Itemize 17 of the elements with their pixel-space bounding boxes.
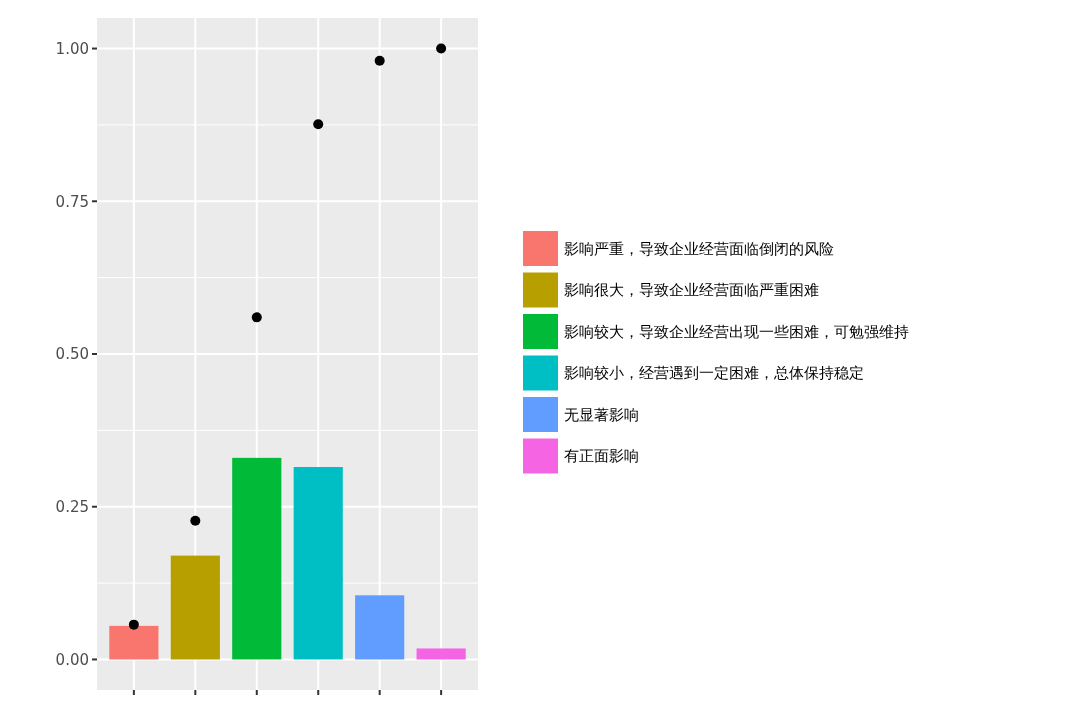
point: [128, 619, 139, 630]
legend-label: 影响较大，导致企业经营出现一些困难，可勉强维持: [564, 322, 909, 341]
point: [251, 312, 262, 323]
point: [313, 119, 324, 130]
legend-label: 影响很大，导致企业经营面临严重困难: [564, 281, 819, 300]
legend-label: 影响较小，经营遇到一定困难，总体保持稳定: [564, 364, 864, 383]
legend-label: 有正面影响: [564, 447, 639, 466]
legend-label: 影响严重，导致企业经营面临倒闭的风险: [564, 239, 834, 258]
y-tick-label: 0.00: [55, 650, 89, 669]
point: [436, 43, 447, 54]
y-tick-label: 1.00: [55, 39, 89, 58]
legend-label: 无显著影响: [564, 405, 639, 424]
y-tick-label: 0.75: [55, 192, 89, 211]
point: [190, 515, 201, 526]
y-tick-label: 0.25: [55, 497, 89, 516]
y-tick-label: 0.50: [55, 345, 89, 364]
point: [374, 55, 385, 66]
